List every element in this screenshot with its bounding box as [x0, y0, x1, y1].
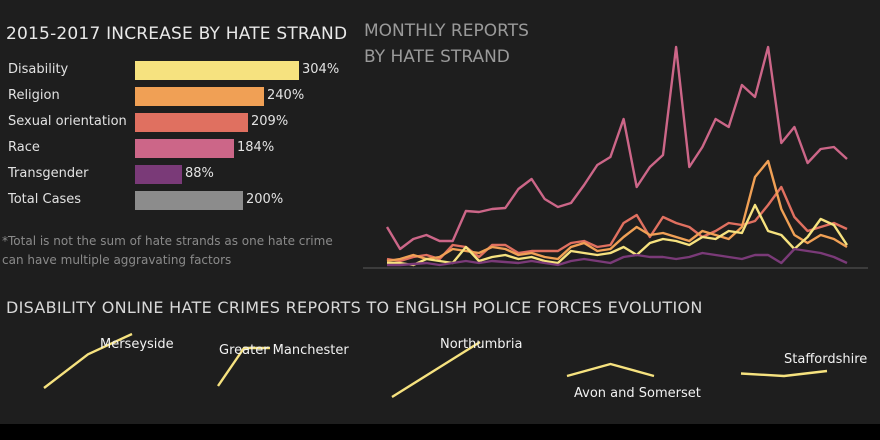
bar	[135, 191, 243, 210]
bar	[135, 61, 299, 80]
series-line	[386, 185, 848, 263]
sparkline-label: Staffordshire	[784, 352, 867, 367]
bar	[135, 87, 264, 106]
bar-label: Disability	[8, 62, 69, 77]
sparkline	[566, 362, 655, 378]
sparkline-label: Greater Manchester	[219, 343, 349, 358]
bar-label: Race	[8, 140, 40, 155]
bar-value-label: 209%	[251, 114, 289, 129]
line-chart-title: MONTHLY REPORTS BY HATE STRAND	[364, 18, 604, 70]
bar-value-label: 240%	[267, 88, 305, 103]
bar-label: Transgender	[8, 166, 89, 181]
bar	[135, 139, 234, 158]
bar-value-label: 88%	[185, 166, 214, 181]
sparkline	[740, 369, 828, 378]
sparkline	[391, 340, 481, 399]
footnote: *Total is not the sum of hate strands as…	[2, 234, 333, 267]
bar-label: Total Cases	[8, 192, 82, 207]
sparkline	[217, 346, 270, 387]
series-line	[387, 247, 848, 267]
bar-value-label: 304%	[302, 62, 340, 77]
bar	[135, 165, 182, 184]
sparkline-section-title: DISABILITY ONLINE HATE CRIMES REPORTS TO…	[6, 298, 703, 317]
line-chart-title-line1: MONTHLY REPORTS	[364, 21, 529, 41]
footer-bar	[0, 424, 880, 440]
monthly-line-chart	[363, 45, 868, 269]
line-chart-title-line2: BY HATE STRAND	[364, 47, 510, 67]
bar-label: Sexual orientation	[8, 114, 127, 129]
sparkline-label: Avon and Somerset	[574, 386, 701, 401]
series-line	[385, 45, 848, 251]
sparkline-label: Northumbria	[440, 337, 522, 352]
bar-chart-title: 2015-2017 INCREASE BY HATE STRAND	[6, 24, 348, 44]
bar-label: Religion	[8, 88, 60, 103]
bar-value-label: 200%	[246, 192, 284, 207]
bar-row: Transgender 88%	[0, 165, 360, 185]
sparkline	[43, 332, 133, 389]
bar-value-label: 184%	[237, 140, 275, 155]
bar-row: Sexual orientation 209%	[0, 113, 360, 133]
bar-row: Total Cases 200%	[0, 191, 360, 211]
bar-row: Religion 240%	[0, 87, 360, 107]
series-line	[387, 203, 849, 267]
sparkline-chart: Merseyside Greater Manchester Northumbria A…	[43, 332, 867, 401]
sparkline-label: Merseyside	[100, 337, 174, 352]
bar	[135, 113, 248, 132]
bar-row: Disability 304%	[0, 61, 360, 81]
bar-row: Race 184%	[0, 139, 360, 159]
